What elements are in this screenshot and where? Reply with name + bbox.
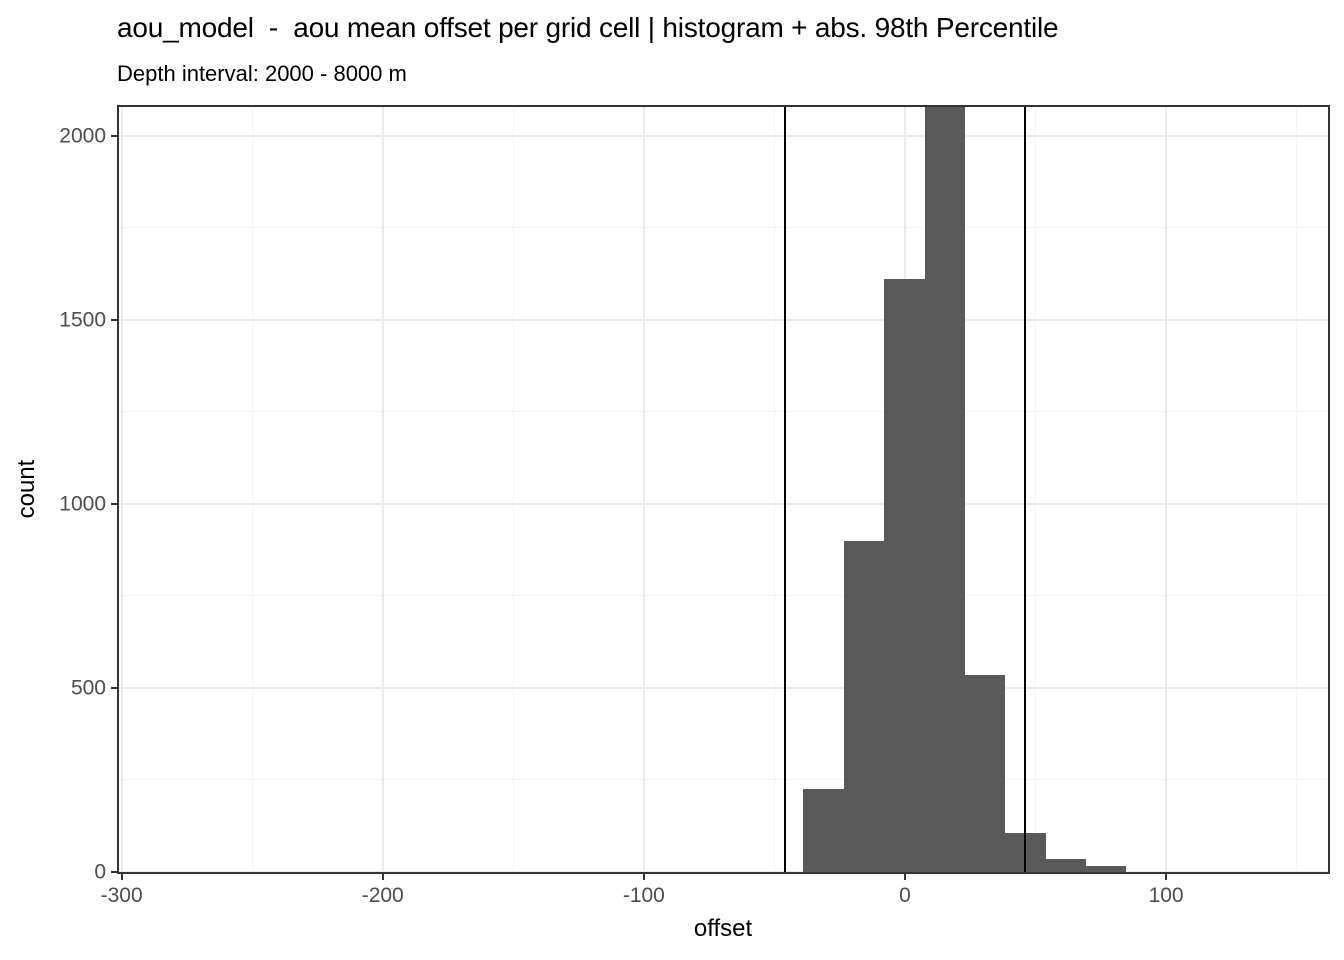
x-major-gridline bbox=[1165, 107, 1168, 872]
y-minor-gridline bbox=[119, 411, 1328, 413]
y-tick-mark bbox=[111, 502, 117, 505]
x-tick-label: 0 bbox=[899, 884, 911, 907]
histogram-bar bbox=[803, 789, 844, 872]
x-major-gridline bbox=[642, 107, 645, 872]
y-minor-gridline bbox=[119, 779, 1328, 781]
x-axis-title: offset bbox=[693, 915, 753, 942]
y-minor-gridline bbox=[119, 595, 1328, 597]
y-tick-mark bbox=[111, 134, 117, 137]
x-tick-mark bbox=[381, 874, 384, 880]
y-major-gridline bbox=[119, 134, 1328, 137]
x-tick-label: -200 bbox=[361, 884, 404, 907]
x-minor-gridline bbox=[1035, 107, 1037, 872]
x-minor-gridline bbox=[251, 107, 253, 872]
x-major-gridline bbox=[120, 107, 123, 872]
percentile-line bbox=[783, 107, 786, 872]
histogram-bar bbox=[1085, 866, 1127, 872]
histogram-bar bbox=[924, 107, 965, 872]
x-major-gridline bbox=[381, 107, 384, 872]
percentile-line bbox=[1024, 107, 1027, 872]
histogram-bar bbox=[884, 279, 925, 872]
x-minor-gridline bbox=[773, 107, 775, 872]
x-tick-mark bbox=[1165, 874, 1168, 880]
x-tick-mark bbox=[642, 874, 645, 880]
histogram-bar bbox=[964, 675, 1006, 872]
x-minor-gridline bbox=[512, 107, 514, 872]
y-tick-label: 1500 bbox=[59, 308, 106, 332]
y-minor-gridline bbox=[119, 227, 1328, 229]
chart-title: aou_model - aou mean offset per grid cel… bbox=[117, 12, 1059, 43]
y-tick-mark bbox=[111, 871, 117, 873]
y-tick-label: 500 bbox=[70, 676, 106, 700]
y-tick-label: 0 bbox=[94, 860, 106, 884]
x-tick-label: -300 bbox=[100, 884, 143, 907]
y-major-gridline bbox=[119, 871, 1328, 872]
y-major-gridline bbox=[119, 502, 1328, 505]
y-major-gridline bbox=[119, 686, 1328, 689]
histogram-bar bbox=[843, 540, 885, 872]
x-minor-gridline bbox=[1296, 107, 1298, 872]
x-tick-mark bbox=[903, 874, 906, 880]
x-tick-mark bbox=[120, 874, 123, 880]
y-tick-mark bbox=[111, 686, 117, 689]
x-tick-label: 100 bbox=[1148, 884, 1184, 907]
y-tick-label: 1000 bbox=[59, 492, 106, 516]
y-tick-mark bbox=[111, 318, 117, 321]
y-major-gridline bbox=[119, 318, 1328, 321]
x-tick-label: -100 bbox=[622, 884, 665, 907]
chart-subtitle: Depth interval: 2000 - 8000 m bbox=[117, 61, 407, 86]
histogram-bar bbox=[1045, 859, 1086, 872]
y-axis-title: count bbox=[13, 459, 40, 519]
y-tick-label: 2000 bbox=[59, 124, 106, 148]
plot-panel bbox=[117, 105, 1330, 874]
